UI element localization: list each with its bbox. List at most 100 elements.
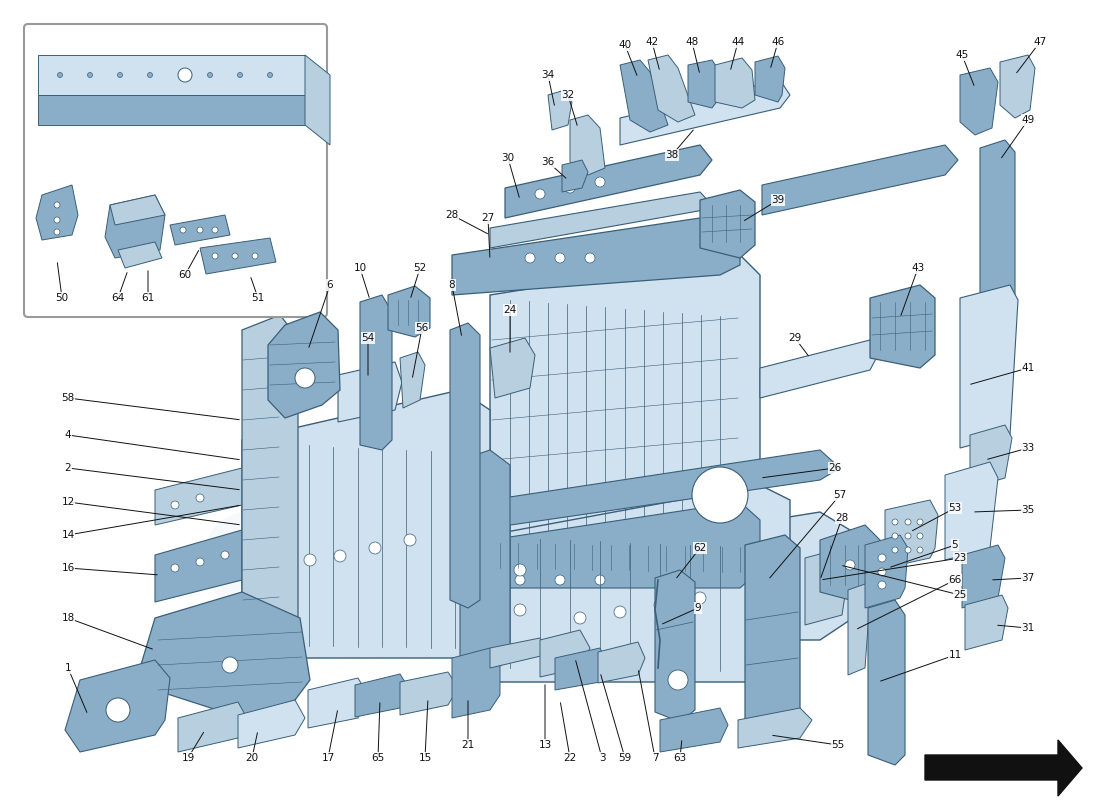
Text: 7: 7 [651,753,658,763]
Polygon shape [865,535,907,608]
Polygon shape [715,58,755,108]
Polygon shape [960,285,1018,448]
Text: 25: 25 [954,590,967,600]
Circle shape [556,253,565,263]
Text: 32: 32 [561,90,574,100]
Circle shape [692,467,748,523]
Text: 63: 63 [673,753,686,763]
Text: 2: 2 [65,463,72,473]
Polygon shape [110,195,165,225]
Polygon shape [745,535,800,732]
Circle shape [404,534,416,546]
Circle shape [304,554,316,566]
Text: 46: 46 [771,37,784,47]
Text: 44: 44 [732,37,745,47]
Polygon shape [242,390,490,658]
Polygon shape [654,570,695,722]
Circle shape [178,68,192,82]
Text: 18: 18 [62,613,75,623]
Polygon shape [598,642,645,683]
Text: 22: 22 [563,753,576,763]
Text: 47: 47 [1033,37,1046,47]
Polygon shape [648,55,695,122]
Polygon shape [700,190,755,258]
Polygon shape [490,255,760,568]
Polygon shape [104,195,165,258]
Polygon shape [570,115,605,175]
Text: 6: 6 [327,280,333,290]
Circle shape [892,533,898,539]
Circle shape [917,547,923,553]
Circle shape [170,564,179,572]
Text: 40: 40 [618,40,631,50]
Circle shape [106,698,130,722]
Circle shape [535,189,544,199]
Text: 43: 43 [912,263,925,273]
Polygon shape [450,323,480,608]
Text: 36: 36 [541,157,554,167]
Polygon shape [556,648,608,690]
Polygon shape [620,80,790,145]
Circle shape [368,542,381,554]
Text: 52: 52 [414,263,427,273]
Polygon shape [452,215,740,295]
Text: 27: 27 [482,213,495,223]
Polygon shape [688,60,720,108]
Circle shape [917,533,923,539]
Text: 10: 10 [353,263,366,273]
Polygon shape [238,700,305,748]
Polygon shape [762,145,958,215]
Text: 50: 50 [55,293,68,303]
Circle shape [515,575,525,585]
Circle shape [238,73,242,78]
Circle shape [196,558,204,566]
Text: 42: 42 [646,37,659,47]
Polygon shape [980,140,1015,308]
Circle shape [147,73,153,78]
Polygon shape [36,185,78,240]
Circle shape [905,519,911,525]
Text: 28: 28 [835,513,848,523]
Circle shape [334,550,346,562]
Text: 33: 33 [1022,443,1035,453]
Text: 65: 65 [372,753,385,763]
Polygon shape [490,638,544,668]
Polygon shape [870,285,935,368]
Circle shape [654,599,666,611]
Polygon shape [965,595,1008,650]
Circle shape [525,253,535,263]
Polygon shape [308,678,369,728]
Polygon shape [505,145,712,218]
Polygon shape [170,215,230,245]
Polygon shape [460,450,510,672]
Text: elusimaR: elusimaR [228,607,572,673]
Circle shape [258,469,271,481]
Circle shape [212,253,218,259]
Circle shape [878,568,886,576]
Polygon shape [1000,55,1035,118]
Polygon shape [490,502,760,588]
Circle shape [222,657,238,673]
Polygon shape [970,425,1012,488]
Circle shape [905,547,911,553]
Circle shape [54,217,60,223]
Text: 55: 55 [832,740,845,750]
Circle shape [694,592,706,604]
Text: 62: 62 [693,543,706,553]
Circle shape [565,183,575,193]
Text: 9: 9 [695,603,702,613]
Text: 26: 26 [828,463,842,473]
Text: 29: 29 [789,333,802,343]
Circle shape [668,670,688,690]
Circle shape [197,227,204,233]
Polygon shape [886,500,938,568]
Circle shape [258,504,271,516]
Text: 64: 64 [111,293,124,303]
Polygon shape [388,286,430,337]
Text: 39: 39 [771,195,784,205]
Text: 20: 20 [245,753,258,763]
Polygon shape [39,55,305,95]
Circle shape [180,227,186,233]
Text: 30: 30 [502,153,515,163]
Circle shape [267,73,273,78]
